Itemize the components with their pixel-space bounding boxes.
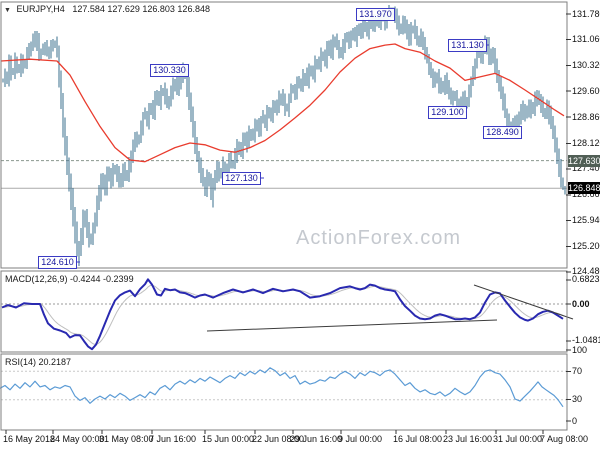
x-axis-time-label: 22 Jun 08:00 <box>252 434 305 444</box>
y-axis-price-label: 129.600 <box>572 86 600 96</box>
price-annotation: 124.610 <box>38 256 77 269</box>
x-axis-time-label: 7 Jun 16:00 <box>149 434 197 444</box>
y-axis-price-label: 124.480 <box>572 266 600 276</box>
macd-axis-label: 0.6823 <box>572 274 600 284</box>
x-axis-time-label: 16 May 2018 <box>3 434 56 444</box>
price-annotation: 128.490 <box>483 126 522 139</box>
x-axis-time-label: 16 Jul 08:00 <box>393 434 443 444</box>
price-annotation: 130.330 <box>150 64 189 77</box>
y-axis-price-label: 125.200 <box>572 241 600 251</box>
symbol-timeframe-label: EURJPY,H4 <box>16 4 65 14</box>
x-axis-time-label: 24 May 00:00 <box>50 434 105 444</box>
x-axis-time-label: 15 Jun 00:00 <box>202 434 255 444</box>
collapse-icon[interactable]: ▼ <box>4 7 11 14</box>
ref-price-tag: 127.630 <box>568 155 600 167</box>
y-axis-price-label: 125.940 <box>572 215 600 225</box>
watermark: ActionForex.com <box>296 227 462 249</box>
x-axis-time-label: 9 Jul 00:00 <box>338 434 383 444</box>
y-axis-price-label: 128.120 <box>572 138 600 148</box>
y-axis-price-label: 130.320 <box>572 60 600 70</box>
x-axis-time-label: 31 Jul 00:00 <box>493 434 543 444</box>
y-axis-price-label: 127.400 <box>572 163 600 173</box>
price-annotation: 127.130 <box>222 172 261 185</box>
chart-title: ▼ EURJPY,H4 127.584 127.629 126.803 126.… <box>4 4 210 16</box>
x-axis-time-label: 23 Jul 16:00 <box>443 434 493 444</box>
y-axis-price-label: 131.780 <box>572 9 600 19</box>
last-price-tag: 126.848 <box>568 182 600 194</box>
price-annotation: 131.130 <box>448 39 487 52</box>
y-axis-price-label: 128.860 <box>572 112 600 122</box>
rsi-indicator-label: RSI(14) 20.2187 <box>5 357 72 367</box>
x-axis-time-label: 29 Jun 16:00 <box>290 434 343 444</box>
price-annotation: 129.100 <box>428 106 467 119</box>
macd-indicator-label: MACD(12,26,9) -0.4244 -0.2399 <box>5 274 134 284</box>
rsi-axis-label: 100 <box>572 345 588 355</box>
ohlc-values: 127.584 127.629 126.803 126.848 <box>72 4 210 14</box>
macd-axis-label: -1.0481 <box>572 335 600 345</box>
y-axis-price-label: 126.660 <box>572 189 600 199</box>
rsi-axis-label: 30 <box>572 394 583 404</box>
macd-axis-label: 0.00 <box>572 299 590 309</box>
rsi-axis-label: 0 <box>572 416 578 426</box>
price-annotation: 131.970 <box>356 8 395 21</box>
y-axis-price-label: 131.060 <box>572 34 600 44</box>
x-axis-time-label: 31 May 08:00 <box>99 434 154 444</box>
rsi-axis-label: 70 <box>572 366 583 376</box>
x-axis-time-label: 7 Aug 08:00 <box>540 434 589 444</box>
